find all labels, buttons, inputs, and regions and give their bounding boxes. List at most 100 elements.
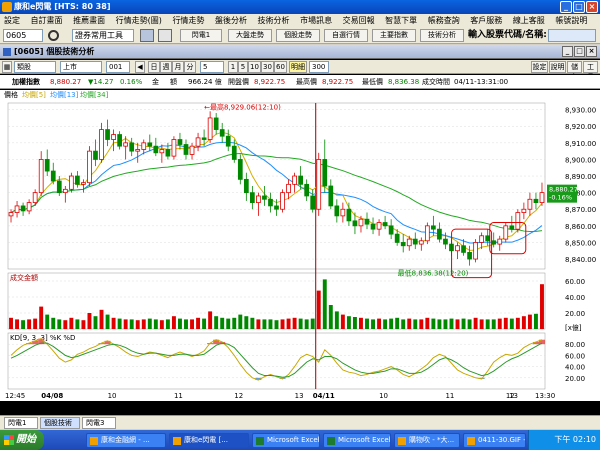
task-image[interactable]: 0411-30.GIF -... bbox=[463, 433, 526, 448]
candle-body bbox=[437, 228, 442, 240]
tab-stock-technical[interactable]: 個股技術 bbox=[40, 417, 80, 429]
menu-account-help[interactable]: 帳號說明 bbox=[555, 16, 588, 25]
market-select[interactable]: 上市 bbox=[60, 61, 102, 73]
menu-quote-chart[interactable]: 行情走勢(圖) bbox=[115, 16, 162, 25]
detail-toggle[interactable]: 明細 bbox=[289, 61, 307, 73]
menu-trade-report[interactable]: 交易回報 bbox=[342, 16, 375, 25]
volume-bar bbox=[479, 319, 484, 329]
candle-body bbox=[334, 205, 340, 217]
taskbar: 開始 康和金融網 - ... 康和e閃電 [... Microsoft Exce… bbox=[0, 430, 600, 450]
main-index-button[interactable]: 主要指數 bbox=[372, 29, 416, 42]
stock-trend-button[interactable]: 個股走勢 bbox=[276, 29, 320, 42]
tools-select[interactable]: 證券常用工具 bbox=[72, 29, 134, 42]
period-week[interactable]: 週 bbox=[160, 61, 172, 73]
symbol-select[interactable]: 0605 bbox=[3, 29, 43, 42]
period-minute[interactable]: 分 bbox=[184, 61, 196, 73]
interval-select[interactable]: 5 bbox=[200, 61, 224, 73]
menu-settings[interactable]: 設定 bbox=[4, 16, 20, 25]
task-excel-2[interactable]: Microsoft Excel bbox=[323, 433, 391, 448]
high-annotation: ←最高8,929.06(12:10) bbox=[204, 102, 281, 111]
volume-bar bbox=[425, 317, 430, 329]
save-button[interactable]: 儲存 bbox=[567, 61, 582, 81]
volume-bar bbox=[352, 317, 357, 329]
task-excel-1[interactable]: Microsoft Excel bbox=[252, 433, 320, 448]
flash1-button[interactable]: 閃電1 bbox=[180, 29, 222, 42]
menu-recommended[interactable]: 推薦畫面 bbox=[73, 16, 106, 25]
window-title: 康和e閃電 [HTS: 80 38] bbox=[14, 2, 111, 11]
settings-button[interactable]: 設定 bbox=[531, 61, 548, 73]
maximize-icon[interactable]: □ bbox=[573, 1, 585, 13]
volume-bar bbox=[262, 319, 267, 329]
layout-icon[interactable] bbox=[158, 29, 172, 42]
quote-bar: 加權指數 8,880.27 ▼14.27 0.16% 金 額 966.24 億 … bbox=[0, 75, 600, 89]
candle-body bbox=[304, 183, 310, 197]
candle-body bbox=[75, 175, 80, 185]
panel-maximize-icon[interactable]: □ bbox=[574, 46, 585, 57]
period-month[interactable]: 月 bbox=[172, 61, 184, 73]
candle-body bbox=[50, 170, 56, 182]
candle-body bbox=[376, 222, 382, 230]
candle-body bbox=[515, 212, 521, 230]
candle-body bbox=[479, 235, 485, 243]
volume-bar bbox=[298, 318, 303, 329]
menu-customer-service[interactable]: 客戶服務 bbox=[470, 16, 503, 25]
candle-body bbox=[189, 145, 195, 155]
candle-body bbox=[533, 198, 539, 203]
volume-bar bbox=[165, 319, 170, 329]
chart-svg[interactable]: 8,930.00 8,920.00 8,910.00 8,900.00 8,890.00… bbox=[0, 101, 600, 401]
prev-icon[interactable]: ◀ bbox=[135, 61, 145, 73]
watchlist-button[interactable]: 自選行情 bbox=[324, 29, 368, 42]
kd-tick-label: 40.00 bbox=[565, 364, 585, 372]
panel-close-icon[interactable]: × bbox=[586, 46, 597, 57]
panel-minimize-icon[interactable]: _ bbox=[562, 46, 573, 57]
tools-button[interactable]: 工具 bbox=[583, 61, 598, 81]
menu-custom-screen[interactable]: 自訂畫面 bbox=[30, 16, 63, 25]
chart-area[interactable]: 8,930.00 8,920.00 8,910.00 8,900.00 8,890.00… bbox=[0, 101, 600, 401]
minute-5[interactable]: 5 bbox=[238, 61, 248, 73]
pin-icon[interactable]: ▦ bbox=[2, 61, 12, 73]
menu-after-hours[interactable]: 盤後分析 bbox=[214, 16, 247, 25]
volume-bar bbox=[135, 320, 140, 329]
candle-body bbox=[117, 134, 122, 147]
menu-account[interactable]: 帳務查詢 bbox=[427, 16, 460, 25]
volume-bar bbox=[153, 319, 158, 329]
menu-technical[interactable]: 技術分析 bbox=[257, 16, 290, 25]
volume-bar bbox=[232, 317, 237, 329]
minute-1[interactable]: 1 bbox=[228, 61, 238, 73]
screen-icon[interactable] bbox=[140, 29, 154, 42]
amount-unit: 額 bbox=[170, 78, 177, 86]
menu-quote-trend[interactable]: 行情走勢 bbox=[172, 16, 205, 25]
category-select[interactable]: 類股 bbox=[14, 61, 56, 73]
candle-body bbox=[8, 212, 14, 217]
quick-search-input[interactable] bbox=[548, 29, 596, 42]
period-day[interactable]: 日 bbox=[148, 61, 160, 73]
search-icon[interactable] bbox=[48, 30, 59, 41]
task-shop[interactable]: 購物吹 - *大... bbox=[394, 433, 460, 448]
help-button[interactable]: 說明 bbox=[549, 61, 566, 73]
volume-bar bbox=[431, 318, 436, 329]
minute-30[interactable]: 30 bbox=[261, 61, 274, 73]
minute-60[interactable]: 60 bbox=[274, 61, 287, 73]
code-select[interactable]: 001 bbox=[106, 61, 130, 73]
candle-body bbox=[316, 159, 322, 210]
menu-smart-order[interactable]: 智慧下單 bbox=[385, 16, 418, 25]
tab-flash3[interactable]: 閃電3 bbox=[82, 417, 116, 429]
menu-bar: 設定 自訂畫面 推薦畫面 行情走勢(圖) 行情走勢 盤後分析 技術分析 市場訊息… bbox=[0, 14, 600, 27]
candle-body bbox=[201, 137, 207, 140]
start-button[interactable]: 開始 bbox=[0, 430, 44, 450]
market-trend-button[interactable]: 大盤走勢 bbox=[228, 29, 272, 42]
minimize-icon[interactable]: _ bbox=[560, 1, 572, 13]
menu-online-support[interactable]: 線上客服 bbox=[512, 16, 545, 25]
count-input[interactable]: 300 bbox=[309, 61, 329, 73]
price-tick-label: 8,910.00 bbox=[565, 140, 596, 148]
menu-market-news[interactable]: 市場訊息 bbox=[300, 16, 333, 25]
tab-flash1[interactable]: 閃電1 bbox=[4, 417, 38, 429]
task-flash[interactable]: 康和e閃電 [... bbox=[169, 433, 249, 448]
candle-body bbox=[159, 149, 165, 154]
task-ie[interactable]: 康和金融網 - ... bbox=[86, 433, 166, 448]
k-line bbox=[10, 338, 543, 381]
close-icon[interactable]: × bbox=[586, 1, 598, 13]
technical-analysis-button[interactable]: 技術分析 bbox=[420, 29, 464, 42]
minute-10[interactable]: 10 bbox=[248, 61, 261, 73]
